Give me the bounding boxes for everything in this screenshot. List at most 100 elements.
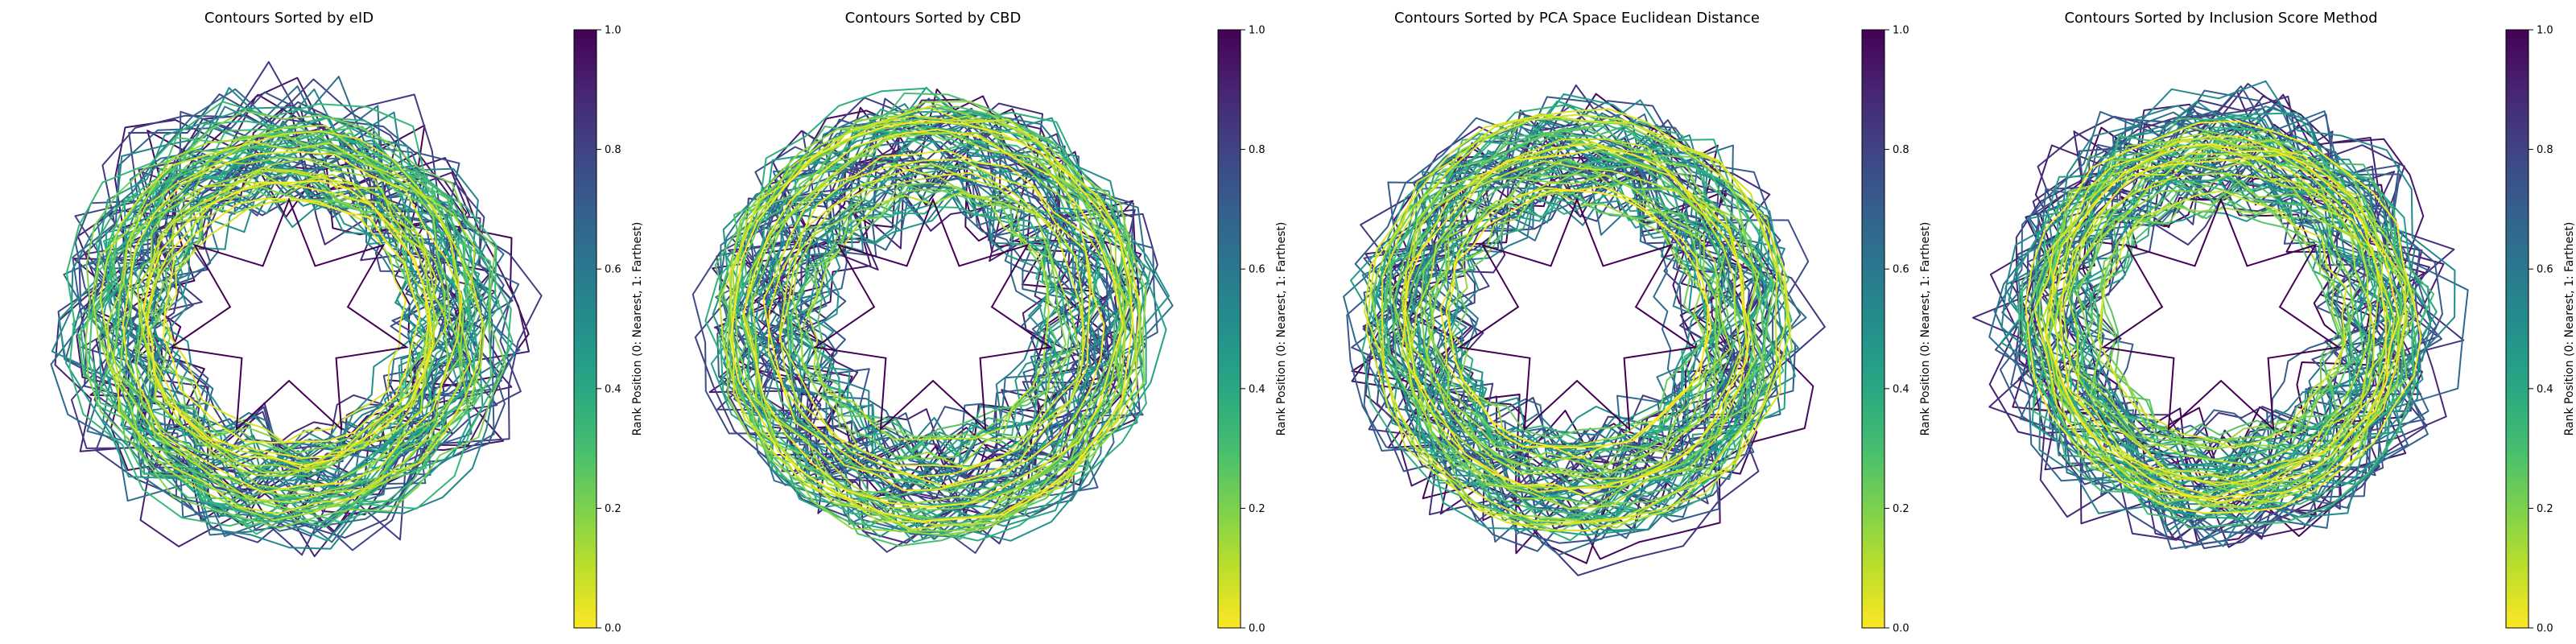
contour-line (65, 101, 514, 527)
contour-line (1365, 108, 1790, 532)
colorbar-gradient (2505, 29, 2529, 629)
contour-line (101, 133, 472, 511)
contour-line (2062, 160, 2376, 478)
contour-group (691, 86, 1174, 554)
contour-line (2045, 142, 2400, 500)
contour-line (1381, 114, 1778, 523)
contour-line (2028, 126, 2415, 515)
colorbar-tick-label: 0.0 (605, 623, 621, 635)
contour-line (1364, 114, 1792, 526)
contour-line (718, 114, 1141, 530)
contour-line (740, 130, 1123, 501)
contour-line (135, 157, 449, 492)
contour-line (791, 188, 1071, 460)
contour-line (744, 151, 1092, 479)
contour-line (118, 156, 464, 497)
contour-line (2041, 132, 2409, 508)
contour-line (1999, 105, 2443, 550)
contour-line (63, 85, 502, 543)
contour-line (1354, 114, 1802, 543)
contour-line (1402, 138, 1760, 510)
contour-line (132, 155, 456, 492)
contour-line (2101, 197, 2341, 431)
colorbar-label: Rank Position (0: Nearest, 1: Farthest) (2563, 222, 2576, 436)
contour-line (1370, 118, 1775, 533)
contour-line (729, 119, 1134, 522)
contour-line (691, 97, 1147, 554)
contour-line (1445, 189, 1712, 448)
contour-line (1411, 159, 1742, 480)
colorbar-tick-label: 0.8 (605, 144, 621, 156)
contour-line (2045, 139, 2410, 510)
colorbar-label: Rank Position (0: Nearest, 1: Farthest) (1919, 222, 1932, 436)
colorbar-tick-label: 0.2 (1249, 503, 1265, 515)
contour-line (750, 132, 1127, 505)
contour-group (1971, 80, 2469, 550)
contour-line (778, 163, 1084, 478)
contour-line (1426, 174, 1732, 473)
contour-line (1433, 184, 1688, 464)
contour-line (778, 166, 1086, 469)
chart-panel-inclusion: Contours Sorted by Inclusion Score Metho… (1971, 10, 2576, 635)
colorbar-tick-label: 0.4 (1893, 383, 1909, 395)
contour-line (1423, 157, 1715, 447)
contour-line (729, 163, 1113, 482)
contour-line (1351, 100, 1810, 544)
colorbar-tick-label: 0.4 (1249, 383, 1265, 395)
contour-line (2038, 129, 2417, 509)
contour-line (51, 87, 516, 550)
colorbar-tick-label: 0.0 (1893, 623, 1909, 635)
colorbar-tick-label: 0.8 (1249, 144, 1265, 156)
panel-title: Contours Sorted by Inclusion Score Metho… (2064, 10, 2377, 27)
contour-line (805, 184, 1057, 452)
colorbar-tick-label: 1.0 (1249, 25, 1265, 37)
contour-line (126, 180, 458, 464)
contour-line (122, 151, 463, 493)
contour-line (2073, 180, 2362, 450)
colorbar-tick-label: 1.0 (605, 25, 621, 37)
contour-line (2099, 192, 2351, 448)
colorbar-tick-label: 0.8 (2537, 144, 2553, 156)
colorbar-gradient (1861, 29, 1885, 629)
contour-line (85, 109, 507, 529)
colorbar-tick-label: 0.0 (1249, 623, 1265, 635)
contour-line (767, 159, 1092, 488)
panel-title: Contours Sorted by CBD (845, 10, 1022, 27)
colorbar: Rank Position (0: Nearest, 1: Farthest) … (1217, 25, 1288, 635)
contour-line (2059, 157, 2388, 486)
contour-line (717, 92, 1145, 547)
contour-line (2099, 204, 2344, 451)
contour-line (1439, 185, 1709, 460)
contour-line (743, 131, 1129, 510)
contour-line (1447, 190, 1722, 452)
contour-line (80, 141, 463, 519)
contour-line (106, 140, 471, 504)
contour-line (807, 192, 1050, 440)
contour-line (2076, 173, 2355, 451)
contour-line (1350, 93, 1787, 536)
colorbar-tick-label: 0.4 (605, 383, 621, 395)
contour-line (1370, 113, 1794, 529)
contour-line (744, 118, 1133, 512)
contour-line (142, 170, 438, 470)
contour-line (1422, 165, 1723, 478)
panel-title: Contours Sorted by eID (204, 10, 374, 27)
contour-line (2063, 169, 2363, 444)
colorbar: Rank Position (0: Nearest, 1: Farthest) … (573, 25, 644, 635)
contour-line (2079, 175, 2374, 469)
contour-line (169, 197, 409, 431)
contour-line (2025, 120, 2422, 514)
contour-line (813, 197, 1053, 431)
contour-line (1403, 147, 1750, 497)
contour-line (1993, 110, 2469, 549)
contour-line (99, 130, 484, 515)
contour-line (762, 149, 1105, 492)
contour-line (50, 76, 521, 538)
contour-line (791, 175, 1080, 467)
contour-line (789, 185, 1086, 468)
colorbar-tick-label: 0.6 (605, 264, 621, 276)
contour-line (741, 128, 1124, 509)
chart-panel-cbd: Contours Sorted by CBD Rank Position (0:… (691, 10, 1288, 635)
panel-title: Contours Sorted by PCA Space Euclidean D… (1394, 10, 1760, 27)
